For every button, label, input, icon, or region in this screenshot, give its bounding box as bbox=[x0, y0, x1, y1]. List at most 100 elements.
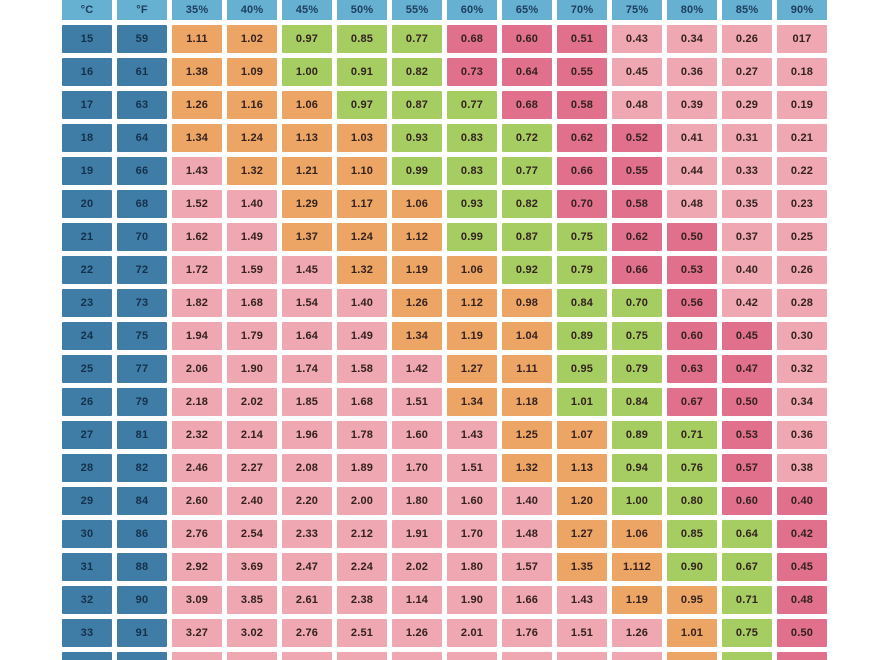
value-cell: 1.85 bbox=[282, 388, 332, 416]
value-cell: 2.12 bbox=[337, 520, 387, 548]
temp-c-cell: 24 bbox=[62, 322, 112, 350]
value-cell: 1.37 bbox=[282, 223, 332, 251]
value-cell: 1.60 bbox=[447, 487, 497, 515]
temp-c-cell: 33 bbox=[62, 619, 112, 647]
value-cell: 0.39 bbox=[667, 91, 717, 119]
value-cell: 0.77 bbox=[502, 157, 552, 185]
value-cell: 1.18 bbox=[502, 388, 552, 416]
value-cell: 1.11 bbox=[172, 25, 222, 53]
value-cell: 0.76 bbox=[667, 454, 717, 482]
value-cell: 0.51 bbox=[557, 25, 607, 53]
value-cell: 0.22 bbox=[777, 157, 827, 185]
table-row: 22 72 1.72 1.59 1.45 1.32 1.19 1.06 0.92 0.79 0.66… bbox=[62, 256, 827, 284]
value-cell: 1.59 bbox=[227, 256, 277, 284]
value-cell: 2.60 bbox=[172, 487, 222, 515]
value-cell: 0.37 bbox=[722, 223, 772, 251]
table-row: 15 59 1.11 1.02 0.97 0.85 0.77 0.68 0.60 0.51 0.43… bbox=[62, 25, 827, 53]
value-cell: 1.26 bbox=[612, 619, 662, 647]
header-cell-humidity: 45% bbox=[282, 0, 332, 20]
table-row: 17 63 1.26 1.16 1.06 0.97 0.87 0.77 0.68 0.58 0.48… bbox=[62, 91, 827, 119]
value-cell: 2.08 bbox=[282, 454, 332, 482]
value-cell: 0.31 bbox=[722, 124, 772, 152]
value-cell: 0.82 bbox=[502, 190, 552, 218]
value-cell: 0.91 bbox=[337, 58, 387, 86]
value-cell: 0.66 bbox=[612, 256, 662, 284]
value-cell: 1.26 bbox=[392, 619, 442, 647]
temp-c-cell: 31 bbox=[62, 553, 112, 581]
value-cell: 0.90 bbox=[667, 553, 717, 581]
value-cell bbox=[227, 652, 277, 660]
temp-f-cell: 86 bbox=[117, 520, 167, 548]
value-cell: 0.33 bbox=[722, 157, 772, 185]
value-cell: 0.63 bbox=[667, 355, 717, 383]
value-cell: 1.49 bbox=[337, 322, 387, 350]
value-cell: 2.01 bbox=[447, 619, 497, 647]
header-cell-humidity: 35% bbox=[172, 0, 222, 20]
value-cell: 0.84 bbox=[557, 289, 607, 317]
header-cell-humidity: 60% bbox=[447, 0, 497, 20]
value-cell: 1.68 bbox=[227, 289, 277, 317]
value-cell: 0.48 bbox=[667, 190, 717, 218]
value-cell: 1.13 bbox=[557, 454, 607, 482]
table-row bbox=[62, 652, 827, 660]
value-cell: 0.55 bbox=[557, 58, 607, 86]
value-cell: 1.26 bbox=[172, 91, 222, 119]
value-cell: 0.64 bbox=[502, 58, 552, 86]
temp-c-cell: 20 bbox=[62, 190, 112, 218]
value-cell: 1.66 bbox=[502, 586, 552, 614]
temp-c-cell: 19 bbox=[62, 157, 112, 185]
value-cell: 1.00 bbox=[612, 487, 662, 515]
value-cell bbox=[502, 652, 552, 660]
value-cell: 1.06 bbox=[447, 256, 497, 284]
value-cell: 0.79 bbox=[612, 355, 662, 383]
value-cell: 1.12 bbox=[447, 289, 497, 317]
value-cell: 0.47 bbox=[722, 355, 772, 383]
value-cell: 0.68 bbox=[502, 91, 552, 119]
value-cell: 2.20 bbox=[282, 487, 332, 515]
temp-f-cell: 84 bbox=[117, 487, 167, 515]
value-cell: 2.33 bbox=[282, 520, 332, 548]
value-cell: 0.75 bbox=[612, 322, 662, 350]
value-cell: 1.90 bbox=[447, 586, 497, 614]
value-cell: 1.24 bbox=[337, 223, 387, 251]
value-cell: 0.50 bbox=[667, 223, 717, 251]
value-cell: 0.68 bbox=[447, 25, 497, 53]
value-cell: 1.32 bbox=[337, 256, 387, 284]
value-cell: 1.40 bbox=[502, 487, 552, 515]
value-cell bbox=[392, 652, 442, 660]
value-cell: 0.87 bbox=[502, 223, 552, 251]
value-cell: 0.27 bbox=[722, 58, 772, 86]
value-cell: 1.06 bbox=[282, 91, 332, 119]
temp-c-cell: 32 bbox=[62, 586, 112, 614]
header-cell-humidity: 70% bbox=[557, 0, 607, 20]
header-cell-humidity: 40% bbox=[227, 0, 277, 20]
value-cell: 0.50 bbox=[722, 388, 772, 416]
value-cell: 0.93 bbox=[447, 190, 497, 218]
table-row: 29 84 2.60 2.40 2.20 2.00 1.80 1.60 1.40 1.20 1.00… bbox=[62, 487, 827, 515]
value-cell: 3.69 bbox=[227, 553, 277, 581]
temp-c-cell: 17 bbox=[62, 91, 112, 119]
value-cell: 0.99 bbox=[392, 157, 442, 185]
value-cell: 1.01 bbox=[667, 619, 717, 647]
value-cell: 1.51 bbox=[392, 388, 442, 416]
header-cell-humidity: 80% bbox=[667, 0, 717, 20]
value-cell: 0.53 bbox=[722, 421, 772, 449]
value-cell: 1.25 bbox=[502, 421, 552, 449]
value-cell: 2.18 bbox=[172, 388, 222, 416]
temp-c-cell: 29 bbox=[62, 487, 112, 515]
temp-f-cell: 79 bbox=[117, 388, 167, 416]
value-cell: 1.27 bbox=[447, 355, 497, 383]
value-cell: 0.85 bbox=[667, 520, 717, 548]
value-cell: 0.41 bbox=[667, 124, 717, 152]
value-cell: 1.72 bbox=[172, 256, 222, 284]
value-cell: 1.06 bbox=[612, 520, 662, 548]
value-cell: 1.09 bbox=[227, 58, 277, 86]
value-cell: 0.52 bbox=[612, 124, 662, 152]
value-cell: 1.112 bbox=[612, 553, 662, 581]
value-cell: 0.30 bbox=[777, 322, 827, 350]
value-cell: 0.82 bbox=[392, 58, 442, 86]
value-cell: 3.85 bbox=[227, 586, 277, 614]
value-cell: 0.66 bbox=[557, 157, 607, 185]
value-cell: 1.19 bbox=[392, 256, 442, 284]
value-cell: 2.46 bbox=[172, 454, 222, 482]
